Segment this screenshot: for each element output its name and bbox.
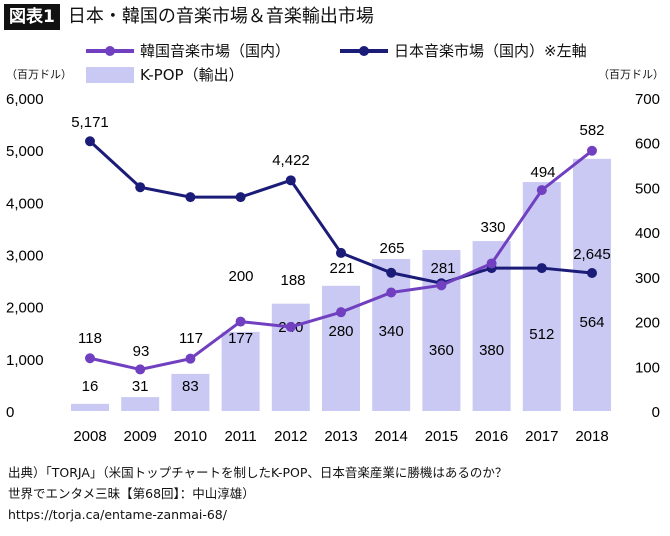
x-tick-label: 2013 (324, 428, 357, 445)
right-tick-label: 300 (635, 270, 660, 287)
kpop-bar-label: 177 (228, 330, 253, 347)
kpop-bar-label: 31 (132, 378, 149, 395)
kpop-bar-label: 564 (579, 314, 604, 331)
korea-point (587, 145, 597, 156)
kpop-bar (322, 285, 360, 411)
kpop-bar-label: 83 (182, 378, 199, 395)
kpop-bar (573, 158, 611, 411)
right-axis-unit: （百万ドル） (598, 68, 664, 81)
left-tick-label: 4,000 (6, 195, 44, 212)
kpop-bar (171, 373, 210, 411)
korea-data-label: 330 (480, 219, 505, 236)
right-tick-label: 400 (635, 225, 660, 242)
x-tick-label: 2011 (224, 428, 256, 445)
legend-japan: 日本音楽市場（国内）※左軸 (340, 40, 587, 61)
korea-point (536, 185, 547, 196)
x-tick-label: 2010 (174, 428, 207, 445)
korea-point (436, 280, 447, 291)
legend-korea: 韓国音楽市場（国内） (86, 40, 290, 61)
korea-point (285, 321, 296, 332)
figure-badge: 図表1 (4, 4, 60, 30)
x-tick-label: 2016 (475, 428, 508, 445)
korea-data-label: 265 (379, 240, 404, 257)
right-tick-label: 700 (635, 91, 660, 108)
left-tick-label: 0 (6, 404, 14, 421)
kpop-bar (422, 250, 461, 411)
left-tick-label: 6,000 (6, 91, 44, 108)
left-tick-label: 3,000 (6, 248, 44, 265)
right-tick-label: 0 (652, 404, 660, 421)
x-tick-label: 2017 (525, 428, 558, 445)
kpop-bar-label: 512 (529, 326, 554, 343)
japan-point (285, 175, 296, 186)
japan-data-label: 4,422 (272, 152, 310, 169)
left-tick-label: 5,000 (6, 143, 44, 160)
korea-data-label: 118 (78, 330, 102, 347)
kpop-bar (221, 331, 260, 411)
legend-kpop: K-POP（輸出） (86, 64, 244, 85)
x-tick-label: 2008 (73, 428, 106, 445)
kpop-bar (271, 303, 310, 411)
japan-point (386, 267, 397, 278)
korea-point (386, 287, 397, 298)
legend-japan-swatch (340, 45, 388, 56)
korea-point (336, 307, 346, 318)
left-tick-label: 1,000 (6, 352, 44, 369)
source-line-2: 世界でエンタメ三昧【第68回】：中山淳雄） (8, 486, 255, 501)
korea-data-label: 200 (228, 268, 253, 285)
x-tick-label: 2014 (375, 428, 408, 445)
kpop-bar (372, 258, 411, 411)
kpop-bar-label: 360 (429, 342, 454, 359)
kpop-bar-label: 16 (82, 378, 99, 395)
korea-point (235, 316, 246, 327)
x-tick-label: 2009 (124, 428, 157, 445)
kpop-bar-label: 340 (379, 323, 404, 340)
japan-point (85, 136, 95, 147)
korea-data-label: 188 (280, 272, 305, 289)
kpop-bar-label: 380 (479, 342, 504, 359)
legend-kpop-label: K-POP（輸出） (140, 66, 244, 84)
legend-japan-label: 日本音楽市場（国内）※左軸 (394, 42, 587, 60)
korea-data-label: 582 (579, 122, 604, 139)
kpop-bar (121, 397, 160, 411)
korea-data-label: 494 (530, 164, 555, 181)
korea-data-label: 117 (179, 330, 203, 347)
korea-point (486, 258, 497, 269)
korea-data-label: 281 (430, 260, 455, 277)
korea-data-label: 221 (329, 260, 354, 277)
korea-point (85, 353, 95, 364)
japan-point (536, 263, 547, 274)
chart-header: 図表1 日本・韓国の音楽市場＆音楽輸出市場 (4, 4, 374, 30)
source-note: 出典）「TORJA」（米国トップチャートを制したK-POP、日本音楽産業に勝機は… (8, 462, 507, 525)
left-axis-unit: （百万ドル） (6, 68, 72, 81)
legend-korea-swatch (86, 45, 134, 56)
korea-point (135, 364, 146, 375)
japan-point (336, 247, 346, 258)
x-tick-label: 2018 (575, 428, 608, 445)
legend-korea-label: 韓国音楽市場（国内） (140, 42, 291, 60)
x-tick-label: 2015 (425, 428, 458, 445)
korea-point (185, 353, 196, 364)
chart-plot: 0 1,000 2,000 3,000 4,000 5,000 6,000 0 100 200 30… (6, 91, 660, 445)
japan-point (235, 192, 246, 203)
japan-point (587, 268, 597, 279)
source-line-1: 出典）「TORJA」（米国トップチャートを制したK-POP、日本音楽産業に勝機は… (8, 465, 508, 480)
chart-title: 日本・韓国の音楽市場＆音楽輸出市場 (67, 6, 374, 27)
japan-point (135, 182, 146, 193)
right-tick-label: 600 (635, 136, 660, 153)
right-tick-label: 100 (635, 359, 660, 376)
japan-data-label: 2,645 (573, 246, 611, 263)
kpop-bar (522, 182, 561, 411)
source-url: https://torja.ca/entame-zanmai-68/ (8, 507, 227, 522)
legend-kpop-swatch (86, 66, 134, 83)
japan-data-label: 5,171 (71, 114, 109, 131)
kpop-bar-label: 280 (328, 323, 353, 340)
japan-point (185, 192, 196, 203)
right-tick-label: 500 (635, 180, 660, 197)
x-tick-label: 2012 (274, 428, 307, 445)
kpop-bar (71, 403, 109, 411)
left-tick-label: 2,000 (6, 300, 44, 317)
right-tick-label: 200 (635, 315, 660, 332)
korea-data-label: 93 (133, 343, 150, 360)
